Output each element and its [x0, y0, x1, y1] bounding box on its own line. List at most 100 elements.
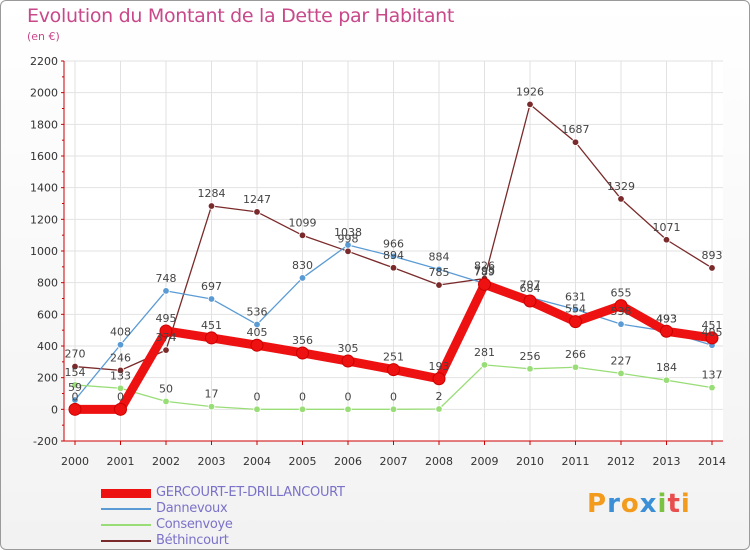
data-label: 894 — [383, 249, 404, 262]
data-point — [68, 402, 82, 416]
data-point — [617, 195, 625, 203]
legend-label: Béthincourt — [156, 533, 229, 548]
data-label: 137 — [702, 369, 723, 382]
data-label: 966 — [383, 237, 404, 250]
x-tick-label: 2009 — [471, 455, 499, 468]
legend-item: GERCOURT-ET-DRILLANCOURT — [101, 485, 421, 501]
data-point — [435, 281, 443, 289]
data-label: 1099 — [289, 216, 317, 229]
chart-subtitle: (en €) — [27, 30, 60, 43]
data-label: 789 — [474, 265, 495, 278]
data-label: 495 — [156, 312, 177, 325]
data-point — [296, 346, 309, 360]
data-point — [116, 366, 125, 375]
data-label: 2 — [436, 390, 443, 403]
data-point — [207, 295, 216, 303]
data-label: 246 — [110, 351, 131, 364]
data-label: 1038 — [334, 226, 362, 239]
data-point — [298, 231, 307, 240]
data-label: 893 — [702, 249, 723, 262]
data-label: 193 — [429, 360, 450, 373]
x-tick-label: 2014 — [698, 455, 726, 468]
data-point — [389, 264, 398, 272]
logo-letter: i — [680, 489, 691, 519]
x-tick-label: 2000 — [61, 455, 89, 468]
x-tick-label: 2003 — [198, 455, 226, 468]
legend-label: Consenvoye — [156, 517, 233, 532]
data-point — [435, 265, 443, 274]
legend-swatch — [101, 524, 151, 526]
data-label: 0 — [72, 390, 79, 403]
proxiti-logo: Proxiti — [587, 489, 691, 519]
data-label: 17 — [205, 388, 219, 401]
data-point — [435, 405, 443, 413]
data-label: 884 — [429, 250, 450, 263]
data-label: 554 — [565, 303, 586, 316]
data-point — [344, 405, 352, 414]
data-label: 538 — [611, 305, 632, 318]
data-point — [253, 320, 261, 329]
data-label: 0 — [299, 390, 306, 403]
data-label: 270 — [65, 348, 86, 361]
x-tick-label: 2001 — [107, 455, 135, 468]
y-tick-label: 400 — [37, 340, 58, 353]
data-label: 1247 — [243, 193, 271, 206]
data-point — [432, 372, 446, 386]
data-label: 1687 — [562, 123, 590, 136]
data-label: 536 — [247, 305, 268, 318]
data-label: 684 — [520, 282, 541, 295]
data-label: 374 — [156, 331, 177, 344]
data-label: 785 — [429, 266, 450, 279]
data-point — [114, 402, 127, 416]
y-tick-label: 2000 — [30, 87, 58, 100]
legend-item: Consenvoye — [101, 517, 421, 533]
data-point — [253, 405, 261, 414]
data-label: 405 — [702, 326, 723, 339]
logo-letter: o — [620, 489, 640, 519]
data-point — [205, 331, 218, 345]
data-label: 356 — [292, 334, 313, 347]
data-point — [162, 346, 170, 354]
x-tick-label: 2011 — [562, 455, 590, 468]
x-tick-label: 2010 — [516, 455, 544, 468]
logo-letter: r — [607, 489, 621, 519]
data-label: 0 — [254, 390, 261, 403]
x-tick-label: 2007 — [380, 455, 408, 468]
legend-swatch — [101, 540, 151, 542]
y-tick-label: 1000 — [30, 245, 58, 258]
data-point — [660, 324, 673, 338]
data-label: 266 — [565, 348, 586, 361]
logo-letter: i — [657, 489, 668, 519]
legend-swatch — [101, 508, 151, 510]
y-tick-label: 200 — [37, 372, 58, 385]
data-label: 0 — [390, 390, 397, 403]
logo-letter: x — [639, 489, 658, 519]
y-tick-label: 2200 — [30, 55, 58, 68]
data-label: 184 — [656, 361, 677, 374]
data-label: 50 — [159, 382, 173, 395]
data-label: 1926 — [516, 85, 544, 98]
data-label: 707 — [520, 278, 541, 291]
data-point — [341, 354, 355, 368]
chart-title: Evolution du Montant de la Dette par Hab… — [27, 5, 455, 27]
x-tick-label: 2004 — [243, 455, 271, 468]
data-label: 227 — [611, 354, 632, 367]
x-tick-label: 2006 — [334, 455, 362, 468]
x-tick-label: 2005 — [289, 455, 317, 468]
y-tick-label: 1600 — [30, 150, 58, 163]
data-label: 826 — [474, 260, 495, 273]
y-tick-label: 800 — [37, 277, 58, 290]
data-label: 281 — [474, 346, 495, 359]
data-point — [614, 299, 628, 313]
data-point — [617, 320, 625, 328]
data-point — [708, 264, 716, 272]
data-label: 493 — [656, 312, 677, 325]
y-tick-label: 0 — [51, 403, 58, 416]
data-label: 405 — [247, 326, 268, 339]
data-label: 408 — [110, 326, 131, 339]
data-point — [207, 202, 216, 210]
data-label: 748 — [156, 272, 177, 285]
data-point — [387, 363, 400, 377]
legend-label: GERCOURT-ET-DRILLANCOURT — [156, 485, 345, 500]
